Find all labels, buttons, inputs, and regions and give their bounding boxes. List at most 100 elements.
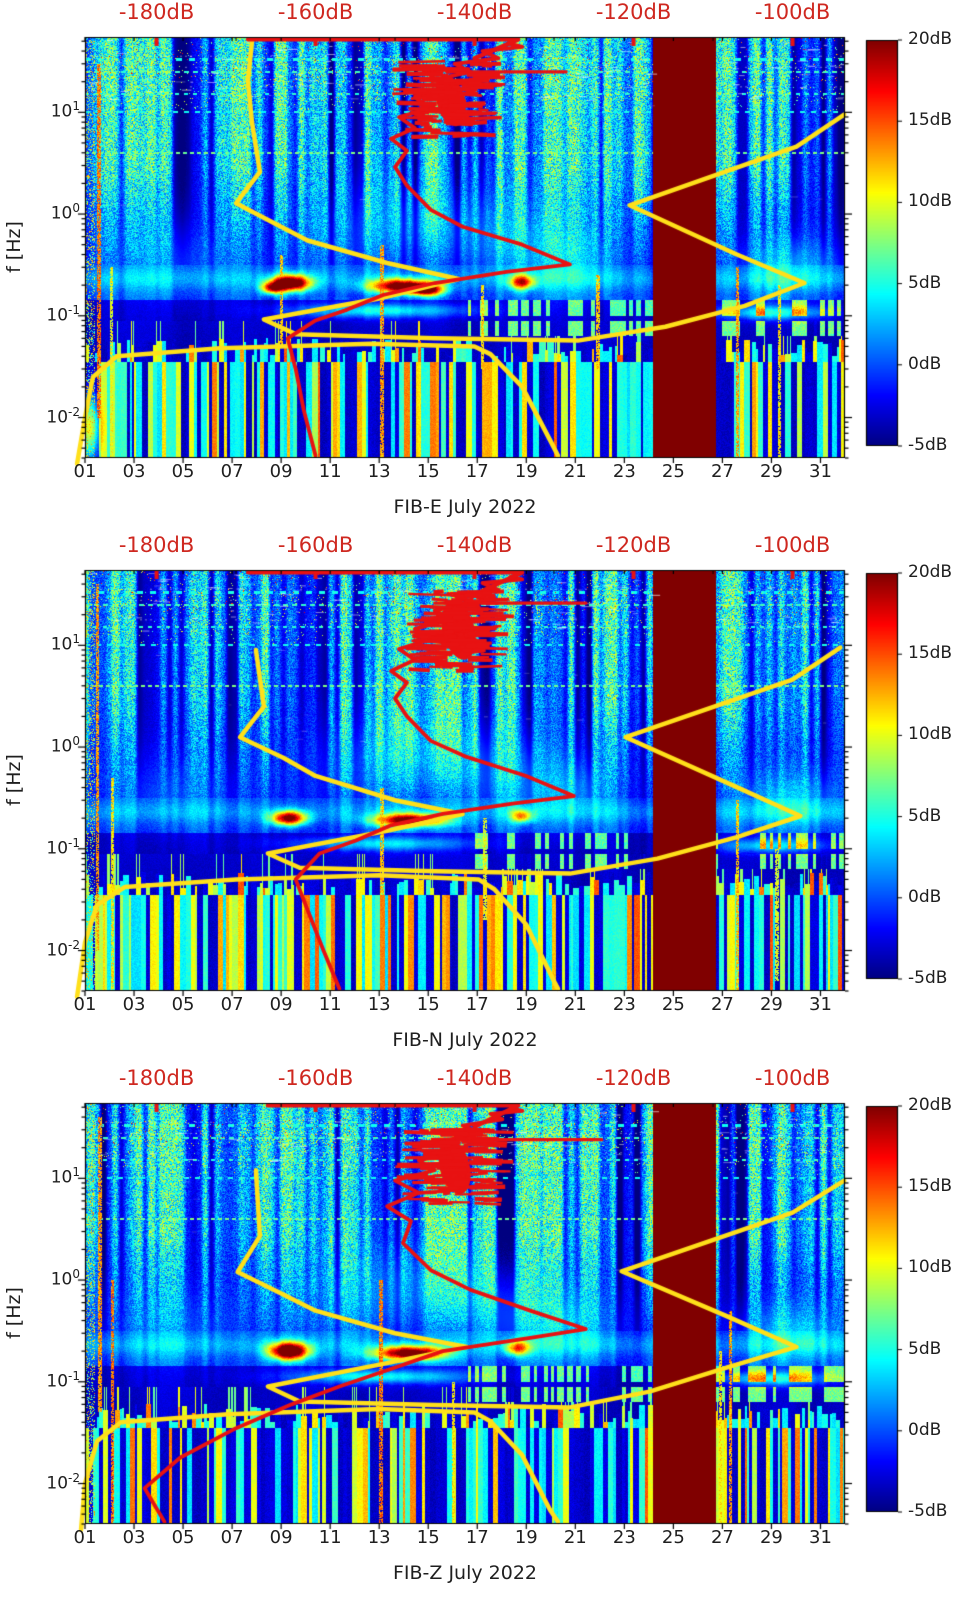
panel-fib-e: f [Hz] FIB-E July 2022 -180dB -160dB -140d…: [0, 0, 962, 533]
colorbar-tick-label: -5dB: [908, 968, 948, 988]
top-db-label: -160dB: [277, 533, 354, 557]
y-tick-label: 101: [50, 1165, 80, 1188]
x-tick-label: 21: [563, 1527, 587, 1548]
x-tick-label: 19: [514, 461, 538, 482]
x-tick-label: 03: [122, 994, 146, 1015]
y-tick-label: 10-2: [46, 404, 80, 428]
x-tick-label: 09: [269, 1527, 293, 1548]
top-db-label: -100dB: [754, 1066, 831, 1090]
panel-fib-z: f [Hz] FIB-Z July 2022 -180dB -160dB -140d…: [0, 1066, 962, 1599]
y-tick-label: 10-2: [46, 937, 80, 961]
x-tick-label: 23: [612, 1527, 636, 1548]
top-db-label: -180dB: [118, 0, 195, 24]
x-tick-label: 25: [661, 461, 685, 482]
colorbar-tick-label: 5dB: [908, 1338, 942, 1359]
y-tick-label: 101: [50, 632, 80, 655]
x-tick-label: 13: [367, 994, 391, 1015]
x-tick-label: 07: [220, 1527, 244, 1548]
x-tick-label: 17: [465, 461, 489, 482]
top-db-label: -140dB: [436, 1066, 513, 1090]
x-tick-label: 19: [514, 994, 538, 1015]
spectrogram-canvas-fib-n: [0, 533, 962, 1066]
spectrogram-canvas-fib-e: [0, 0, 962, 533]
x-tick-label: 09: [269, 461, 293, 482]
colorbar-tick-label: 0dB: [908, 886, 942, 907]
top-db-label: -160dB: [277, 1066, 354, 1090]
y-axis-label: f [Hz]: [3, 221, 25, 273]
x-tick-label: 15: [416, 994, 440, 1015]
x-tick-label: 11: [318, 1527, 342, 1548]
colorbar-tick-label: 15dB: [908, 1176, 953, 1197]
colorbar-tick-label: 10dB: [908, 191, 953, 212]
top-db-label: -120dB: [595, 533, 672, 557]
y-tick-label: 10-1: [46, 302, 80, 326]
x-tick-label: 11: [318, 461, 342, 482]
top-db-label: -180dB: [118, 1066, 195, 1090]
x-tick-label: 13: [367, 461, 391, 482]
panel-title-fib-z: FIB-Z July 2022: [392, 1562, 538, 1584]
x-tick-label: 25: [661, 1527, 685, 1548]
x-tick-label: 29: [759, 461, 783, 482]
x-tick-label: 05: [171, 1527, 195, 1548]
top-db-label: -180dB: [118, 533, 195, 557]
x-tick-label: 23: [612, 994, 636, 1015]
x-tick-label: 31: [809, 461, 832, 482]
top-db-label: -100dB: [754, 533, 831, 557]
x-tick-label: 17: [465, 1527, 489, 1548]
x-tick-label: 17: [465, 994, 489, 1015]
top-db-label: -120dB: [595, 0, 672, 24]
x-tick-label: 31: [809, 1527, 832, 1548]
colorbar-tick-label: 20dB: [908, 562, 953, 582]
y-tick-label: 101: [50, 99, 80, 122]
x-tick-label: 07: [220, 994, 244, 1015]
y-tick-label: 100: [50, 734, 80, 757]
x-tick-label: 25: [661, 994, 685, 1015]
x-tick-label: 05: [171, 461, 195, 482]
x-tick-label: 07: [220, 461, 244, 482]
x-tick-label: 29: [759, 1527, 783, 1548]
spectrogram-canvas-fib-z: [0, 1066, 962, 1599]
colorbar-tick-label: 15dB: [908, 110, 953, 131]
y-axis-label: f [Hz]: [3, 1287, 25, 1339]
colorbar-tick-label: -5dB: [908, 1501, 948, 1521]
y-tick-label: 10-2: [46, 1470, 80, 1494]
x-tick-label: 09: [269, 994, 293, 1015]
x-tick-label: 03: [122, 461, 146, 482]
colorbar-tick-label: 5dB: [908, 805, 942, 826]
x-tick-label: 29: [759, 994, 783, 1015]
colorbar-tick-label: 5dB: [908, 272, 942, 293]
top-db-label: -160dB: [277, 0, 354, 24]
top-db-label: -100dB: [754, 0, 831, 24]
x-tick-label: 11: [318, 994, 342, 1015]
x-tick-label: 27: [710, 1527, 734, 1548]
colorbar-tick-label: 20dB: [908, 1095, 953, 1115]
x-tick-label: 21: [563, 994, 587, 1015]
colorbar-tick-label: 10dB: [908, 724, 953, 745]
x-tick-label: 27: [710, 461, 734, 482]
y-tick-label: 100: [50, 1267, 80, 1290]
x-tick-label: 31: [809, 994, 832, 1015]
x-tick-label: 01: [73, 1527, 97, 1548]
panel-title-fib-n: FIB-N July 2022: [392, 1029, 538, 1051]
y-tick-label: 10-1: [46, 1368, 80, 1392]
x-tick-label: 05: [171, 994, 195, 1015]
colorbar-tick-label: -5dB: [908, 435, 948, 455]
y-tick-label: 100: [50, 201, 80, 224]
x-tick-label: 21: [563, 461, 587, 482]
top-db-label: -140dB: [436, 0, 513, 24]
x-tick-label: 27: [710, 994, 734, 1015]
x-tick-label: 15: [416, 1527, 440, 1548]
colorbar-tick-label: 0dB: [908, 1419, 942, 1440]
x-tick-label: 01: [73, 461, 97, 482]
panel-fib-n: f [Hz] FIB-N July 2022 -180dB -160dB -140d…: [0, 533, 962, 1066]
colorbar-tick-label: 15dB: [908, 643, 953, 664]
x-tick-label: 23: [612, 461, 636, 482]
top-db-label: -140dB: [436, 533, 513, 557]
y-tick-label: 10-1: [46, 835, 80, 859]
x-tick-label: 15: [416, 461, 440, 482]
colorbar-tick-label: 20dB: [908, 29, 953, 49]
x-tick-label: 19: [514, 1527, 538, 1548]
colorbar-tick-label: 10dB: [908, 1257, 953, 1278]
panel-title-fib-e: FIB-E July 2022: [393, 496, 537, 518]
